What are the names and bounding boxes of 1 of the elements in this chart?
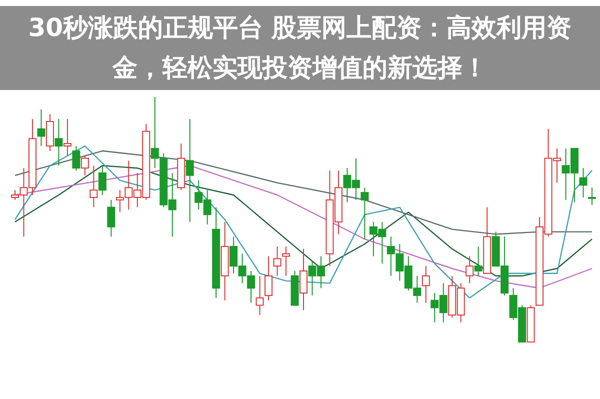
- chart-title: 30秒涨跌的正规平台 股票网上配资：高效利用资金，轻松实现投资增值的新选择！: [0, 6, 600, 90]
